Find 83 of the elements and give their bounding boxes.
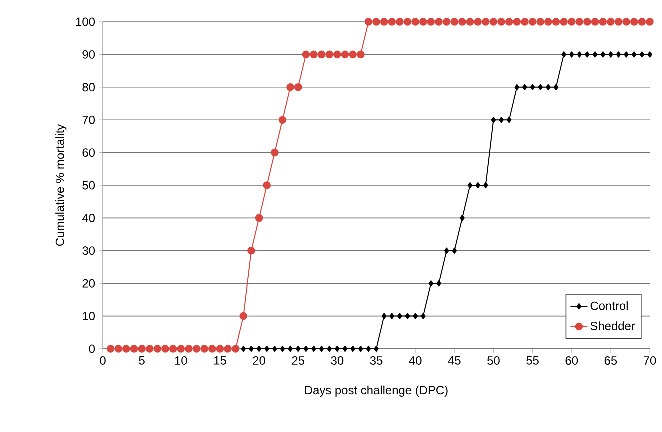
point (648, 52, 652, 58)
x-tick-label: 70 (644, 356, 656, 365)
y-tick-label: 10 (83, 312, 96, 321)
point (499, 116, 504, 124)
point (405, 313, 410, 320)
x-tick-label: 10 (175, 356, 188, 365)
point (538, 84, 544, 90)
point (632, 52, 637, 58)
y-tick-label: 80 (82, 83, 96, 92)
point (374, 346, 379, 352)
x-tick-label: 60 (566, 356, 578, 365)
point (522, 84, 528, 90)
point (382, 313, 387, 320)
point (569, 52, 574, 58)
x-tick-label: 40 (409, 356, 422, 365)
point (624, 52, 630, 58)
point (288, 346, 293, 352)
y-tick-label: 90 (82, 50, 96, 59)
x-tick-label: 0 (100, 356, 106, 365)
point (272, 346, 278, 352)
point (577, 52, 582, 58)
y-tick-label: 100 (76, 18, 96, 26)
point (249, 346, 254, 352)
y-tick-label: 30 (82, 246, 96, 256)
point (358, 346, 364, 352)
y-tick-label: 60 (82, 148, 96, 158)
y-tick-label: 40 (82, 214, 96, 222)
point (491, 116, 496, 124)
point (428, 280, 434, 287)
point (468, 182, 473, 189)
point (256, 346, 262, 352)
x-tick-label: 20 (253, 356, 266, 365)
point (319, 346, 324, 352)
point (334, 346, 340, 352)
x-tick-label: 15 (214, 356, 226, 365)
point (264, 346, 270, 352)
point (616, 52, 622, 58)
point (460, 215, 465, 222)
point (312, 346, 316, 352)
y-axis-title: Cumulative % mortality (56, 124, 67, 246)
point (452, 248, 458, 254)
x-tick-label: 35 (370, 356, 383, 365)
point (241, 346, 246, 352)
x-tick-label: 55 (526, 356, 539, 365)
point (600, 52, 606, 58)
point (436, 280, 442, 287)
point (592, 52, 598, 58)
y-tick-label: 70 (82, 116, 96, 124)
point (530, 84, 536, 90)
point (483, 182, 488, 189)
x-tick-label: 5 (139, 356, 145, 365)
point (350, 346, 356, 352)
point (514, 84, 520, 90)
point (476, 182, 481, 189)
point (506, 116, 512, 124)
point (397, 313, 402, 320)
legend-label: Shedder (590, 322, 636, 330)
point (296, 346, 301, 352)
point (444, 248, 450, 254)
y-tick-label: 0 (89, 344, 96, 354)
x-axis-title: Days post challenge (DPC) (305, 386, 448, 397)
point (608, 52, 614, 58)
point (585, 52, 590, 58)
point (640, 52, 645, 58)
point (420, 313, 426, 320)
y-tick-label: 50 (82, 181, 96, 190)
point (562, 52, 566, 58)
x-tick-label: 50 (488, 356, 500, 365)
point (554, 84, 559, 90)
point (304, 346, 309, 352)
y-tick-label: 20 (82, 279, 96, 288)
point (280, 346, 286, 352)
legend-label: Control (590, 302, 628, 310)
point (342, 346, 348, 352)
point (390, 313, 395, 320)
x-tick-label: 25 (292, 356, 304, 365)
x-tick-label: 30 (331, 356, 344, 365)
point (366, 346, 372, 352)
point (546, 84, 551, 90)
point (327, 346, 332, 352)
x-tick-label: 45 (448, 356, 461, 365)
point (413, 313, 418, 320)
x-tick-label: 65 (604, 356, 618, 365)
